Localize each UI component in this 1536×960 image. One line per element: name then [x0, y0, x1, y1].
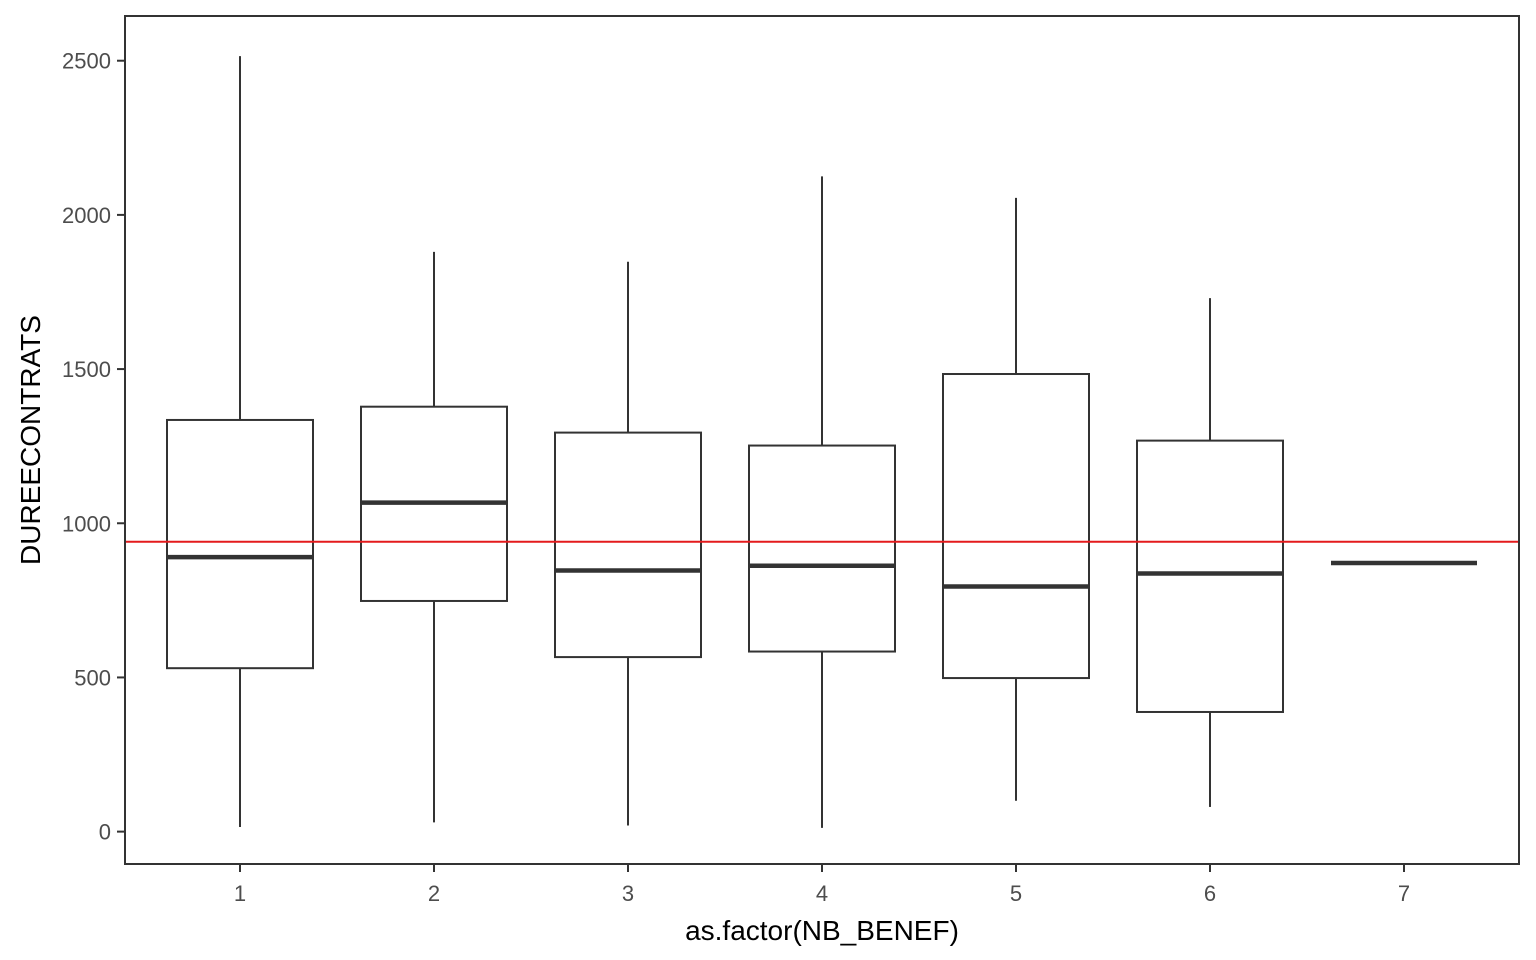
box-group-3: [554, 261, 702, 826]
x-tick-label: 2: [428, 881, 440, 906]
box-group-1: [166, 56, 314, 827]
boxes-layer: [166, 56, 1477, 828]
x-axis-title: as.factor(NB_BENEF): [685, 915, 959, 946]
box: [748, 444, 896, 653]
box: [942, 373, 1090, 680]
x-axis: 1 2 3 4 5 6 7: [234, 864, 1410, 906]
x-tick-label: 6: [1204, 881, 1216, 906]
y-axis: 0 500 1000 1500 2000 2500: [62, 49, 125, 845]
x-tick-label: 5: [1010, 881, 1022, 906]
y-tick-label: 2500: [62, 49, 111, 74]
x-tick-label: 4: [816, 881, 828, 906]
y-tick-label: 2000: [62, 203, 111, 228]
box: [554, 431, 702, 659]
y-tick-label: 0: [99, 820, 111, 845]
x-tick-label: 7: [1398, 881, 1410, 906]
x-tick-label: 3: [622, 881, 634, 906]
x-tick-label: 1: [234, 881, 246, 906]
box: [1136, 439, 1284, 713]
y-tick-label: 1500: [62, 357, 111, 382]
box-group-2: [360, 251, 508, 823]
box: [166, 418, 314, 670]
box-group-4: [748, 176, 896, 828]
box-group-6: [1136, 298, 1284, 807]
y-axis-title: DUREECONTRATS: [15, 315, 46, 565]
y-tick-label: 500: [74, 665, 111, 690]
box-group-5: [942, 197, 1090, 801]
y-tick-label: 1000: [62, 511, 111, 536]
